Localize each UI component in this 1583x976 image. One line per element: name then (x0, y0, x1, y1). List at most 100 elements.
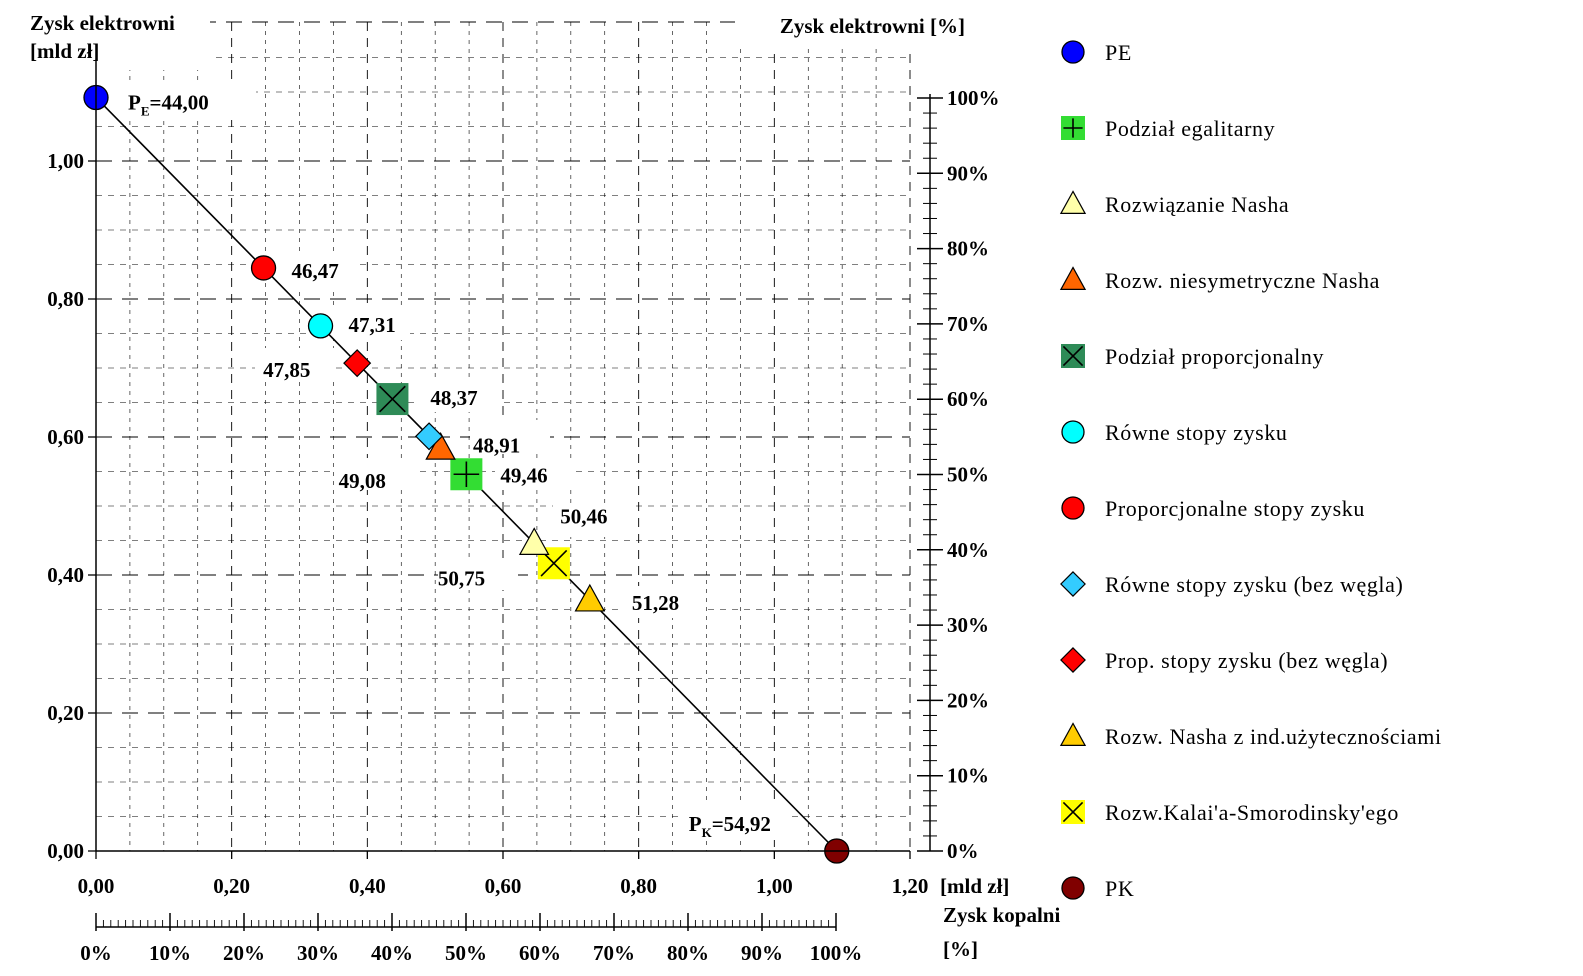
legend-label-proporcjonalne-stopy-zysku: Proporcjonalne stopy zysku (1105, 496, 1365, 521)
x-bottom-tick-label: 40% (371, 941, 413, 965)
x-bottom-title: Zysk kopalni (943, 903, 1060, 927)
legend-label-rozwi-zanie-nasha: Rozwiązanie Nasha (1105, 192, 1289, 217)
legend: PE Podział egalitarny Rozwiązanie Nasha Roz… (1059, 40, 1442, 901)
x-unit-label: [mld zł] (940, 874, 1009, 898)
y-right-tick-label: 20% (947, 688, 989, 712)
y-right-title: Zysk elektrowni [%] (780, 14, 965, 38)
point-label: 51,28 (632, 591, 679, 615)
x-tick-label: 1,20 (892, 874, 929, 898)
marker-r-wne-stopy-zysku (307, 313, 334, 339)
y-tick-label: 0,40 (47, 563, 84, 587)
x-tick-label: 0,80 (620, 874, 657, 898)
legend-marker-podzia-egalitarny-cross (1063, 118, 1083, 138)
grid (20, 10, 967, 851)
point-label: PE=44,00 (128, 91, 209, 119)
legend-marker-podzia-proporcjonalny-x (1062, 345, 1084, 367)
legend-marker-r-wne-stopy-zysku-bez-w-gla (1060, 571, 1086, 597)
marker-rozw-niesymetryczne-nasha (425, 431, 456, 460)
label-background (624, 586, 704, 618)
label-background (470, 420, 550, 452)
x-tick-label: 0,40 (349, 874, 386, 898)
point-label: 48,37 (430, 386, 477, 410)
label-background (255, 348, 335, 380)
label-background (275, 256, 355, 288)
x-bottom-tick-label: 10% (149, 941, 191, 965)
legend-label-podzia-egalitarny: Podział egalitarny (1105, 116, 1275, 141)
legend-marker-rozw-nasha-z-ind-u-yteczno-ciami (1059, 722, 1087, 747)
x-bottom-tick-label: 80% (667, 941, 709, 965)
legend-marker-rozw-niesymetryczne-nasha (1059, 266, 1087, 291)
marker-prop-stopy-zysku-bez-w-gla (343, 349, 372, 378)
legend-marker-proporcjonalne-stopy-zysku (1061, 496, 1085, 520)
x-tick-label: 0,60 (485, 874, 522, 898)
legend-label-rozw-niesymetryczne-nasha: Rozw. niesymetryczne Nasha (1105, 268, 1380, 293)
x-tick-label: 0,20 (213, 874, 250, 898)
y-tick-label: 0,60 (47, 425, 84, 449)
marker-proporcjonalne-stopy-zysku (250, 255, 277, 281)
y-right-tick-label: 30% (947, 613, 989, 637)
label-background (418, 380, 498, 412)
y-left-title: Zysk elektrowni (30, 11, 175, 35)
point-label: PK=54,92 (689, 812, 771, 840)
x-bottom-tick-label: 60% (519, 941, 561, 965)
legend-label-r-wne-stopy-zysku: Równe stopy zysku (1105, 420, 1288, 445)
x-bottom-tick-label: 0% (80, 941, 112, 965)
data-labels: PE=44,00 49,46 50,46 49,08 48,37 47,31 46,47 48… (128, 91, 771, 840)
marker-podzia-proporcjonalny-x (379, 385, 406, 413)
legend-label-r-wne-stopy-zysku-bez-w-gla: Równe stopy zysku (bez węgla) (1105, 572, 1403, 597)
label-background (330, 308, 410, 340)
y-right-tick-label: 90% (947, 161, 989, 185)
x-bottom-tick-label: 30% (297, 941, 339, 965)
legend-marker-pe (1061, 40, 1085, 64)
label-background (553, 505, 633, 537)
y-right-tick-label: 60% (947, 387, 989, 411)
point-label: 50,46 (560, 504, 607, 528)
legend-label-rozw-kalai-a-smorodinsky-ego: Rozw.Kalai'a-Smorodinsky'ego (1105, 800, 1399, 825)
x-bottom-title-unit: [%] (943, 937, 978, 961)
marker-podzia-egalitarny-cross (453, 461, 480, 488)
label-background (735, 10, 967, 48)
y-right-tick-label: 0% (947, 839, 979, 863)
y-tick-label: 1,00 (47, 149, 84, 173)
legend-label-rozw-nasha-z-ind-u-yteczno-ciami: Rozw. Nasha z ind.użytecznościami (1105, 724, 1442, 749)
y-right-tick-label: 50% (947, 463, 989, 487)
x-bottom-tick-label: 70% (593, 941, 635, 965)
y-tick-label: 0,20 (47, 701, 84, 725)
x-tick-label: 1,00 (756, 874, 793, 898)
marker-rozwi-zanie-nasha (518, 527, 550, 555)
point-label: 47,85 (263, 358, 310, 382)
x-bottom-tick-label: 90% (741, 941, 783, 965)
point-label: 49,46 (500, 463, 547, 487)
legend-label-podzia-proporcjonalny: Podział proporcjonalny (1105, 344, 1324, 369)
label-background (335, 458, 415, 490)
legend-label-pk: PK (1105, 876, 1134, 901)
marker-rozw-nasha-z-ind-u-yteczno-ciami (574, 583, 606, 612)
point-label: 49,08 (339, 469, 386, 493)
x-tick-label: 0,00 (78, 874, 115, 898)
point-label: 50,75 (438, 566, 485, 590)
x-bottom-tick-label: 100% (810, 941, 863, 965)
legend-marker-prop-stopy-zysku-bez-w-gla (1060, 647, 1086, 673)
y-right-tick-label: 70% (947, 312, 989, 336)
legend-label-prop-stopy-zysku-bez-w-gla: Prop. stopy zysku (bez węgla) (1105, 648, 1388, 673)
legend-label-pe: PE (1105, 40, 1132, 65)
point-label: 48,91 (473, 433, 520, 457)
y-right-tick-label: 100% (947, 86, 1000, 110)
marker-r-wne-stopy-zysku-bez-w-gla (415, 422, 444, 451)
legend-marker-pk (1061, 876, 1085, 900)
y-right-tick-label: 40% (947, 538, 989, 562)
label-background (96, 84, 256, 120)
label-background (438, 558, 518, 590)
label-background (20, 10, 210, 70)
y-tick-label: 0,80 (47, 287, 84, 311)
label-background (495, 458, 575, 490)
axes: 0,00 0,20 0,40 0,60 0,80 1,00 1,20 0,00 0,20 0,40… (30, 11, 1060, 965)
y-right-tick-label: 10% (947, 764, 989, 788)
point-label: 47,31 (349, 313, 396, 337)
legend-marker-r-wne-stopy-zysku (1061, 420, 1085, 444)
y-tick-label: 0,00 (47, 839, 84, 863)
point-label: 46,47 (292, 259, 339, 283)
legend-marker-rozw-kalai-a-smorodinsky-ego-x (1062, 801, 1084, 823)
y-right-tick-label: 80% (947, 237, 989, 261)
